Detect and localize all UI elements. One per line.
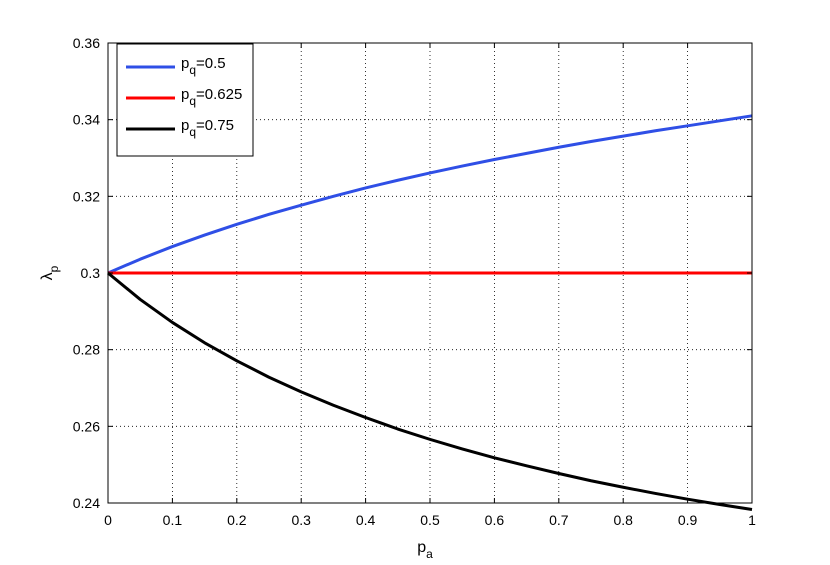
x-tick-label: 0.6 [485,512,505,528]
x-tick-label: 0.3 [291,512,311,528]
legend-label-value: =0.625 [196,86,242,103]
legend-label-main: p [181,86,189,103]
y-tick-label: 0.34 [73,112,100,128]
series-line [107,271,753,512]
x-tick-label: 0.2 [227,512,247,528]
x-tick-label: 0.9 [678,512,698,528]
series-layer [107,114,753,512]
y-tick-label: 0.32 [73,188,100,204]
legend-label: pq=0.75 [181,117,234,139]
legend-label: pq=0.5 [181,55,226,77]
y-tick-label: 0.24 [73,495,100,511]
x-tick-label: 0.4 [356,512,376,528]
axis-ticks [107,42,753,504]
legend-box [116,43,254,157]
x-axis-label: pa [417,539,433,561]
y-tick-label: 0.28 [73,342,100,358]
legend-label-value: =0.5 [196,55,226,72]
y-tick-label: 0.36 [73,35,100,51]
legend-label-main: p [181,117,189,134]
series-line [107,114,753,275]
x-tick-label: 0.5 [420,512,440,528]
x-tick-label: 0 [104,512,112,528]
legend-label-main: p [181,55,189,72]
legend-label-sub: q [189,125,196,139]
y-tick-label: 0.26 [73,418,100,434]
y-tick-labels: 0.24 0.26 0.28 0.3 0.32 0.34 0.36 [73,35,100,511]
y-tick-label: 0.3 [81,265,101,281]
y-axis-label: λp [39,265,61,280]
x-tick-label: 0.7 [549,512,569,528]
legend-label-value: =0.75 [196,117,234,134]
legend-label: pq=0.625 [181,86,242,108]
legend-label-sub: q [189,94,196,108]
x-tick-labels: 0 0.1 0.2 0.3 0.4 0.5 0.6 0.7 0.8 0.9 1 [104,512,756,528]
x-tick-label: 0.8 [613,512,633,528]
x-tick-label: 0.1 [163,512,183,528]
x-tick-label: 1 [748,512,756,528]
legend-label-sub: q [189,63,196,77]
